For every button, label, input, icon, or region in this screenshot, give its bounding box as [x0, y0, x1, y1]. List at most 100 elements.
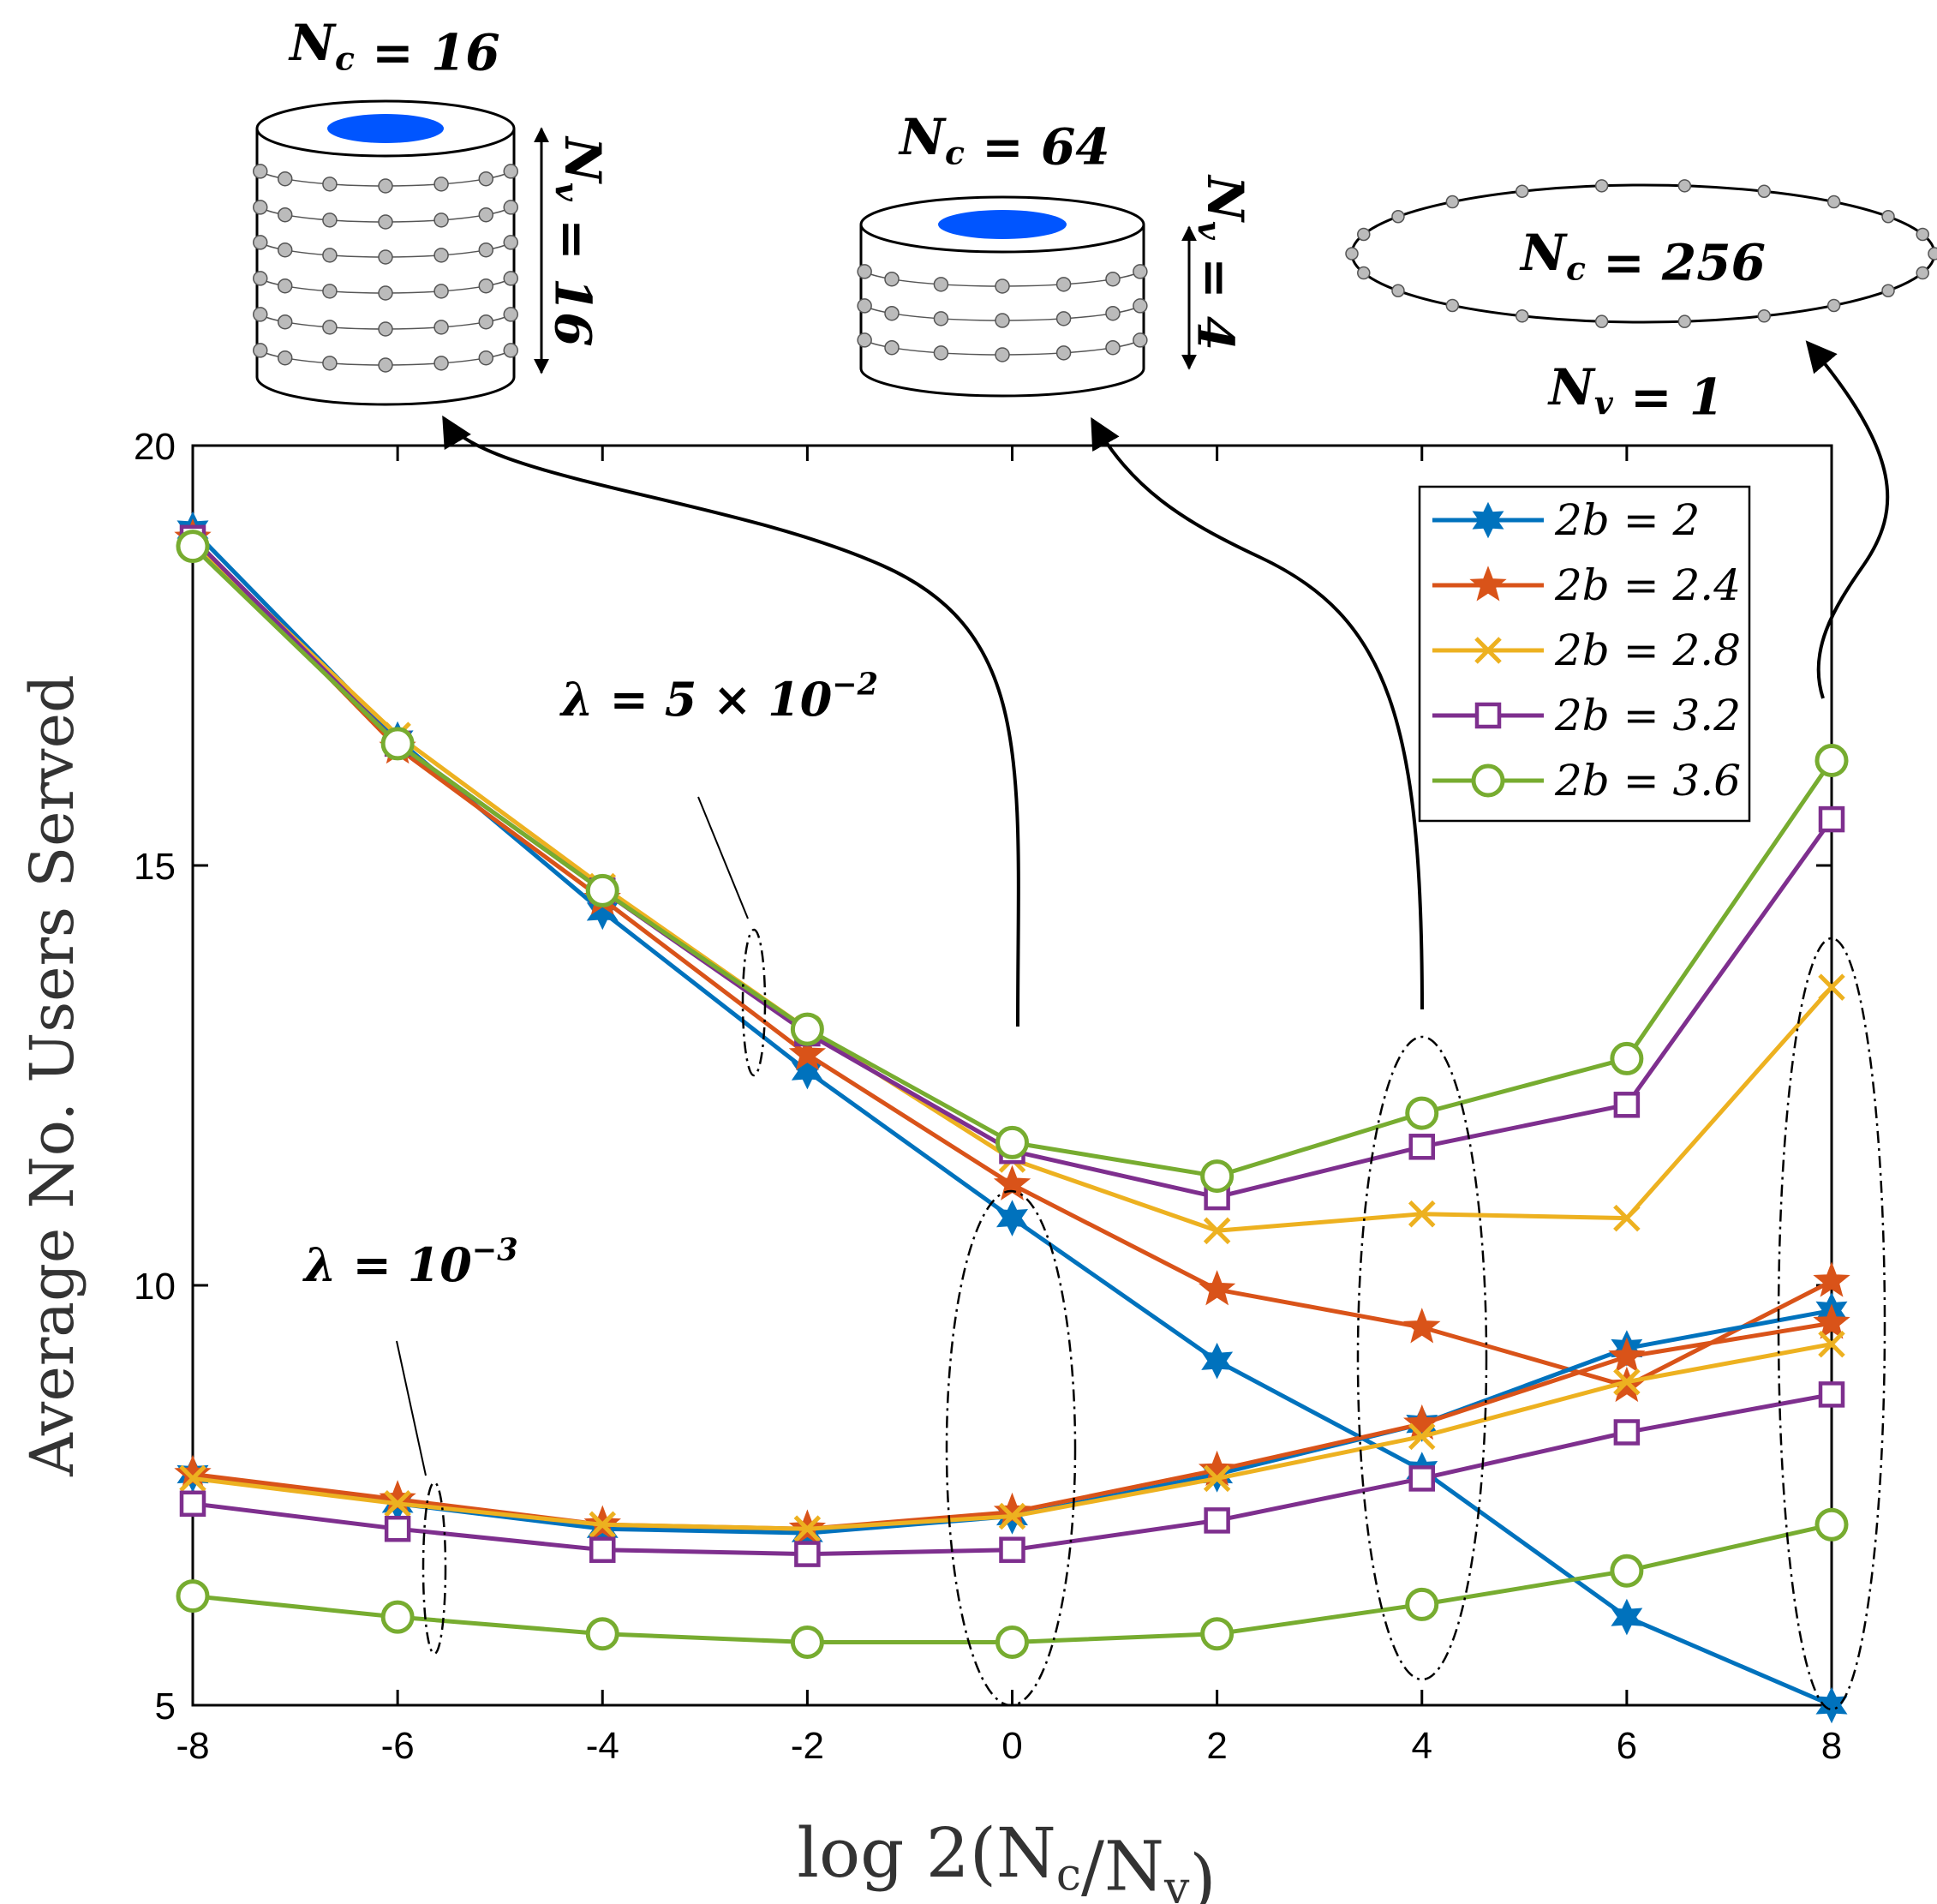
data-point: [176, 530, 210, 564]
grouping-ellipses: [421, 928, 1886, 1711]
data-point: [586, 893, 619, 931]
legend-marker: [1472, 501, 1504, 539]
axis-ticks: -8 -6 -4 -2 0 2 4 6 8 5 10 15 20: [134, 426, 1842, 1767]
data-point: [1613, 1204, 1641, 1232]
data-point: [1198, 1270, 1236, 1306]
data-point: [380, 727, 415, 761]
series-1-3: [179, 1381, 1845, 1567]
y-tick-label: 10: [134, 1266, 176, 1308]
data-point: [1204, 1507, 1230, 1534]
inset3-nv-label: Nv = 1: [1547, 358, 1724, 426]
y-tick-label: 5: [155, 1685, 176, 1727]
legend-entry: 2b = 2: [1432, 495, 1700, 545]
inset-ring-256: Nc = 256 Nv = 1: [1345, 179, 1937, 426]
data-point: [589, 1511, 617, 1539]
legend-marker: [1469, 566, 1507, 602]
arrow-to-inset1: [442, 415, 1020, 1027]
ellipse-lambda-large: [741, 928, 767, 1077]
y-tick-label: 20: [134, 426, 176, 468]
data-point: [1813, 1261, 1850, 1297]
legend-label: 2b = 3.6: [1554, 756, 1741, 805]
data-point: [1408, 1134, 1435, 1160]
data-point: [1611, 1598, 1643, 1636]
x-tick-label: -6: [381, 1725, 415, 1767]
data-point: [384, 1490, 411, 1518]
data-point: [790, 1626, 824, 1659]
data-point: [1610, 1554, 1644, 1588]
data-point: [384, 1515, 411, 1542]
data-point: [585, 1617, 619, 1651]
data-point: [1203, 1464, 1231, 1493]
x-tick-label: -8: [176, 1725, 209, 1767]
inset2-nc-label: Nc = 64: [898, 108, 1110, 176]
data-point: [1610, 1041, 1644, 1075]
lambda-small-label: λ = 10−3: [302, 1232, 518, 1292]
legend-entry: 2b = 3.2: [1432, 691, 1741, 740]
lambda-large-pointer: [697, 796, 749, 919]
data-point: [589, 1536, 616, 1563]
legend-entry: 2b = 2.8: [1432, 626, 1741, 675]
inset3-nc-label: Nc = 256: [1519, 224, 1766, 291]
data-point: [1813, 1303, 1850, 1339]
x-tick-label: -2: [791, 1725, 824, 1767]
legend-marker: [1474, 637, 1502, 664]
x-tick-label: -4: [586, 1725, 619, 1767]
data-point: [995, 1626, 1029, 1659]
series-0-4: [176, 530, 1849, 1194]
data-point: [1613, 1419, 1641, 1446]
x-tick-label: 8: [1821, 1725, 1842, 1767]
lambda-small-pointer: [396, 1340, 427, 1476]
data-point: [1200, 1617, 1235, 1651]
y-tick-label: 15: [134, 846, 176, 888]
legend-label: 2b = 3.2: [1554, 691, 1741, 740]
x-tick-label: 6: [1617, 1725, 1637, 1767]
data-point: [1613, 1368, 1641, 1396]
data-point: [790, 1012, 824, 1046]
legend-label: 2b = 2.8: [1554, 626, 1741, 675]
legend-entry: 2b = 3.6: [1432, 756, 1741, 805]
data-point: [793, 1515, 822, 1542]
data-point: [996, 1200, 1028, 1236]
data-point: [995, 1125, 1029, 1159]
data-point: [1201, 1342, 1234, 1380]
data-point: [1818, 973, 1845, 1001]
data-point: [1814, 744, 1849, 777]
data-point: [1405, 1096, 1439, 1130]
data-point: [794, 1541, 821, 1567]
data-point: [1405, 1587, 1439, 1621]
data-point: [1200, 1159, 1235, 1194]
legend: 2b = 2 2b = 2.4 2b = 2.8 2b = 3.2 2b = 3.6: [1418, 485, 1751, 823]
data-point: [179, 1490, 206, 1518]
inset2-nv-label: Nv = 4: [1187, 174, 1254, 350]
data-point: [585, 873, 619, 907]
data-point: [1403, 1308, 1441, 1344]
data-point: [999, 1536, 1025, 1563]
ellipse-lambda-small: [421, 1481, 447, 1656]
data-point: [1608, 1337, 1646, 1373]
data-point: [1818, 805, 1845, 833]
legend-entry: 2b = 2.4: [1432, 560, 1741, 610]
inset1-nc-label: Nc = 16: [288, 14, 500, 81]
data-point: [1403, 1404, 1441, 1440]
inset-cylinder-64: Nc = 64 Nv = 4: [857, 108, 1254, 398]
ellipse-x8: [1777, 937, 1886, 1711]
ellipse-x4: [1356, 1035, 1488, 1681]
x-tick-label: 4: [1412, 1725, 1432, 1767]
legend-label: 2b = 2: [1554, 495, 1700, 545]
data-point: [1818, 1330, 1845, 1358]
series-1-2: [179, 1330, 1845, 1542]
legend-marker: [1471, 763, 1505, 798]
series-layer: [174, 511, 1850, 1724]
lambda-large-label: λ = 5 × 10−2: [559, 667, 878, 727]
arrow-to-inset2: [1091, 416, 1424, 1010]
data-point: [179, 1464, 206, 1493]
inset1-nv-label: Nv = 16: [544, 135, 612, 347]
data-point: [1814, 1507, 1849, 1542]
y-axis-label: Average No. Users Served: [17, 674, 87, 1477]
inset-cylinder-16: Nc = 16 Nv = 16: [253, 14, 612, 406]
data-point: [1203, 1217, 1231, 1245]
data-point: [380, 1600, 415, 1634]
data-point: [998, 1502, 1026, 1530]
x-tick-label: 2: [1206, 1725, 1227, 1767]
